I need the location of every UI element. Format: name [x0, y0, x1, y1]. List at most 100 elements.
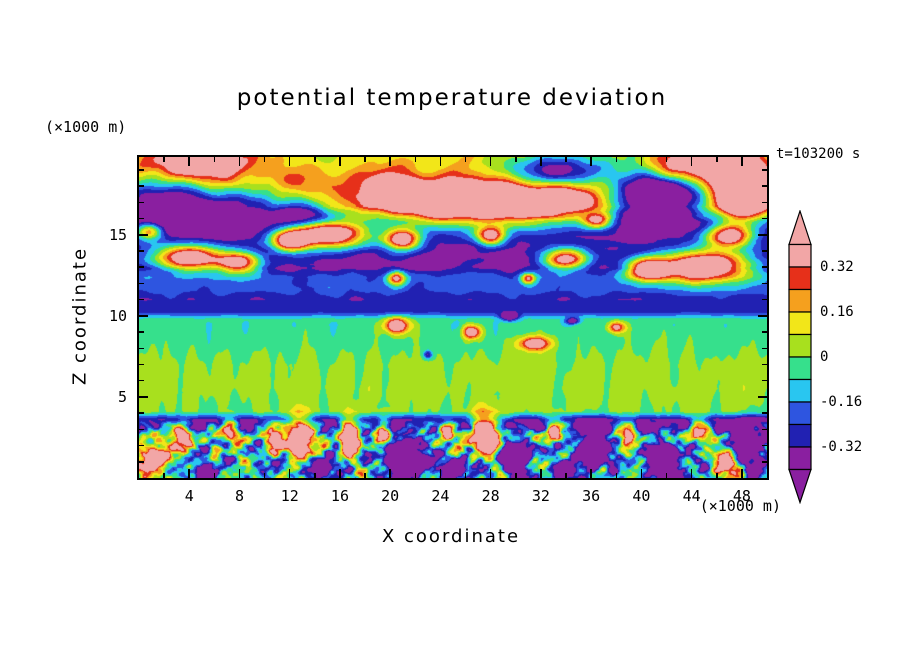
z-tick [758, 234, 767, 236]
x-tick [489, 469, 492, 478]
z-axis-unit-label: (×1000 m) [45, 118, 127, 136]
x-tick [690, 469, 693, 478]
x-tick-label: 16 [330, 487, 349, 505]
x-minor-tick [464, 157, 467, 162]
x-minor-tick [515, 473, 517, 478]
x-minor-tick [314, 473, 316, 478]
z-tick-label: 15 [108, 225, 127, 244]
x-tick-label: 40 [632, 487, 651, 505]
colorbar: 0.32 0.16 0 -0.16 -0.32 [787, 209, 897, 506]
colorbar-tick-label: 0 [820, 349, 829, 365]
z-tick [139, 234, 148, 236]
z-minor-tick [762, 266, 767, 268]
x-tick-label: 44 [682, 487, 701, 505]
time-annotation: t=103200 s [776, 146, 861, 162]
z-minor-tick [139, 250, 144, 252]
z-minor-tick [762, 250, 767, 252]
x-tick [389, 157, 391, 166]
x-tick [389, 469, 391, 478]
x-minor-tick [565, 473, 567, 478]
z-minor-tick [139, 444, 144, 447]
x-minor-tick [213, 157, 216, 162]
x-tick [489, 157, 492, 166]
colorbar-arrow-up [788, 209, 812, 246]
z-minor-tick [139, 185, 144, 187]
colorbar-arrow-down [788, 468, 812, 505]
x-minor-tick [163, 473, 165, 478]
x-minor-tick [565, 157, 567, 162]
z-minor-tick [139, 363, 144, 366]
x-minor-tick [665, 157, 668, 162]
chart-title: potential temperature deviation [236, 85, 668, 111]
x-tick [188, 469, 190, 478]
x-tick [439, 469, 442, 478]
heatmap-canvas [139, 157, 767, 478]
z-minor-tick [762, 217, 767, 220]
z-minor-tick [762, 428, 767, 431]
colorbar-tick-label: -0.16 [820, 394, 863, 410]
x-tick [288, 469, 291, 478]
x-tick-label: 24 [431, 487, 450, 505]
z-minor-tick [762, 331, 767, 333]
colorbar-segment [788, 333, 812, 358]
z-minor-tick [139, 282, 144, 285]
z-minor-tick [762, 298, 767, 301]
z-tick [758, 315, 767, 317]
x-minor-tick [263, 157, 266, 162]
x-minor-tick [615, 157, 618, 162]
colorbar-tick-label: 0.32 [820, 259, 854, 275]
z-minor-tick [139, 331, 144, 333]
x-tick [540, 157, 542, 166]
z-minor-tick [762, 412, 767, 414]
colorbar-segment [788, 378, 812, 403]
colorbar-segment [788, 243, 812, 268]
x-minor-tick [665, 473, 668, 478]
z-minor-tick [139, 298, 144, 301]
x-minor-tick [464, 473, 467, 478]
x-tick [590, 157, 592, 166]
z-tick-label: 5 [117, 387, 127, 406]
x-minor-tick [163, 157, 165, 162]
x-minor-tick [314, 157, 316, 162]
x-tick [188, 157, 190, 166]
x-minor-tick [414, 157, 417, 162]
x-tick [640, 157, 643, 166]
colorbar-segment [788, 356, 812, 381]
z-minor-tick [762, 169, 767, 171]
x-minor-tick [414, 473, 417, 478]
x-tick [741, 469, 743, 478]
z-minor-tick [139, 217, 144, 220]
x-tick [741, 157, 743, 166]
z-minor-tick [762, 461, 767, 463]
z-minor-tick [139, 379, 144, 382]
z-minor-tick [762, 444, 767, 447]
x-axis-unit-label: (×1000 m) [699, 497, 781, 515]
z-minor-tick [139, 428, 144, 431]
z-tick [758, 396, 767, 398]
x-tick [590, 469, 592, 478]
x-tick [439, 157, 442, 166]
colorbar-tick-label: -0.32 [820, 439, 863, 455]
x-tick-label: 32 [531, 487, 550, 505]
z-minor-tick [762, 347, 767, 350]
z-minor-tick [762, 185, 767, 187]
x-tick [690, 157, 693, 166]
x-minor-tick [364, 157, 366, 162]
z-tick [139, 396, 148, 398]
x-axis-title: X coordinate [381, 526, 521, 547]
x-tick-label: 20 [381, 487, 400, 505]
z-minor-tick [139, 347, 144, 350]
x-minor-tick [364, 473, 366, 478]
z-tick-label: 10 [108, 306, 127, 325]
x-tick [288, 157, 291, 166]
z-minor-tick [139, 266, 144, 268]
z-minor-tick [762, 363, 767, 366]
colorbar-segment [788, 446, 812, 471]
z-minor-tick [139, 201, 144, 204]
x-tick [540, 469, 542, 478]
colorbar-segment [788, 288, 812, 313]
z-minor-tick [762, 201, 767, 204]
x-tick-label: 4 [184, 487, 194, 505]
x-tick-label: 28 [481, 487, 500, 505]
colorbar-segment [788, 266, 812, 291]
